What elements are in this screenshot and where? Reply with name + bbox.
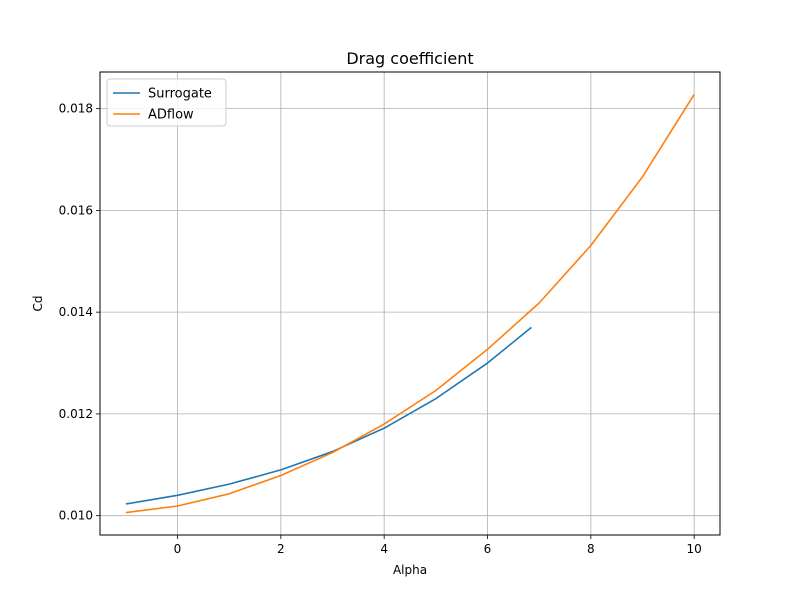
x-tick-label: 8: [587, 542, 595, 556]
x-tick-label: 2: [277, 542, 285, 556]
x-tick-label: 6: [484, 542, 492, 556]
x-tick-label: 4: [380, 542, 388, 556]
y-axis-label: Cd: [31, 296, 45, 312]
y-tick-label: 0.014: [59, 305, 93, 319]
y-axis-ticks: 0.010 0.012 0.014 0.016 0.018: [59, 102, 100, 523]
x-axis-ticks: 0 2 4 6 8 10: [174, 535, 702, 556]
x-axis-label: Alpha: [393, 563, 427, 577]
legend-label-surrogate: Surrogate: [148, 87, 212, 102]
y-tick-label: 0.012: [59, 407, 93, 421]
y-tick-label: 0.010: [59, 509, 93, 523]
y-tick-label: 0.018: [59, 102, 93, 116]
chart-title: Drag coefficient: [346, 49, 473, 68]
series-line-adflow: [125, 93, 695, 514]
legend: Surrogate ADflow: [106, 78, 227, 127]
x-tick-label: 10: [687, 542, 702, 556]
plot-frame: [99, 71, 721, 536]
series-line-surrogate: [125, 326, 532, 505]
y-tick-label: 0.016: [59, 203, 93, 217]
legend-label-adflow: ADflow: [148, 108, 194, 123]
series-layer: [125, 93, 695, 514]
x-tick-label: 0: [174, 542, 182, 556]
